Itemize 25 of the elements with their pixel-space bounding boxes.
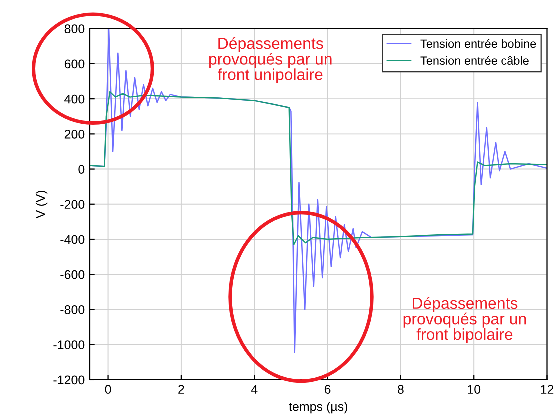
line-series	[90, 91, 548, 246]
annotation: Dépassements provoqués par un front bipolaire	[404, 297, 526, 344]
x-tick-label: 12	[541, 385, 554, 394]
y-tick-label: 200	[64, 130, 85, 139]
y-tick-label: -800	[60, 306, 85, 314]
x-tick-label: 2	[178, 385, 184, 394]
x-tick-label: 4	[251, 385, 258, 394]
y-axis-title: V (V)	[36, 190, 48, 219]
y-tick-label: -1200	[54, 376, 85, 385]
y-tick-label: 0	[78, 165, 85, 174]
y-tick-label: 800	[64, 24, 85, 34]
x-tick-label: 10	[468, 385, 481, 394]
x-tick-label: 0	[105, 385, 112, 394]
x-axis-title: temps (µs)	[289, 402, 348, 414]
y-tick-label: -400	[60, 235, 85, 244]
y-tick-label: -600	[60, 270, 85, 280]
y-tick-label: -200	[60, 200, 85, 210]
y-tick-label: 400	[64, 94, 85, 104]
y-tick-label: -1000	[54, 340, 85, 350]
legend-label: Tension entrée bobine	[420, 39, 536, 48]
legend-label: Tension entrée câble	[420, 56, 529, 66]
x-tick-label: 6	[324, 385, 331, 394]
annotation: Dépassements provoqués par un front unipolaire	[209, 37, 332, 84]
x-tick-label: 8	[398, 385, 404, 394]
y-tick-label: 600	[64, 60, 85, 69]
